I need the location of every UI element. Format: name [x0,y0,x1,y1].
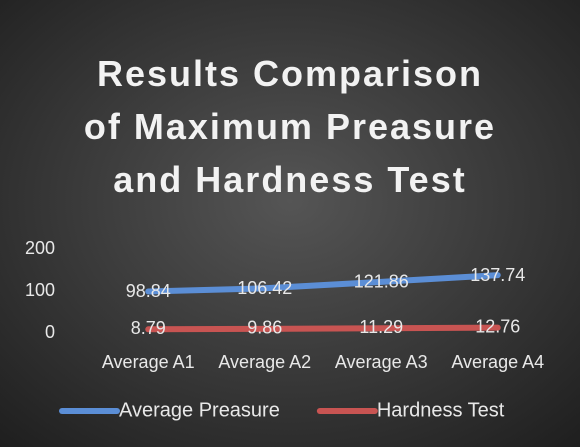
x-tick-label: Average A1 [102,352,195,372]
y-tick-label: 200 [25,238,55,258]
x-tick-label: Average A4 [451,352,544,372]
series-line [145,324,501,333]
data-label: 106.42 [237,278,292,298]
series-line [145,272,501,295]
legend-label: Average Preasure [119,399,280,421]
x-tick-label: Average A3 [335,352,428,372]
data-label: 137.74 [470,265,525,285]
data-label: 12.76 [475,316,520,336]
x-tick-label: Average A2 [218,352,311,372]
chart-title: Results Comparison of Maximum Preasure and… [84,53,496,200]
data-label: 121.86 [354,272,409,292]
y-tick-label: 100 [25,280,55,300]
legend-label: Hardness Test [377,399,505,421]
data-label: 11.29 [359,317,403,337]
data-label: 98.84 [126,281,171,301]
y-tick-label: 0 [45,322,55,342]
data-label: 9.86 [247,318,282,338]
data-label: 8.79 [131,318,166,338]
